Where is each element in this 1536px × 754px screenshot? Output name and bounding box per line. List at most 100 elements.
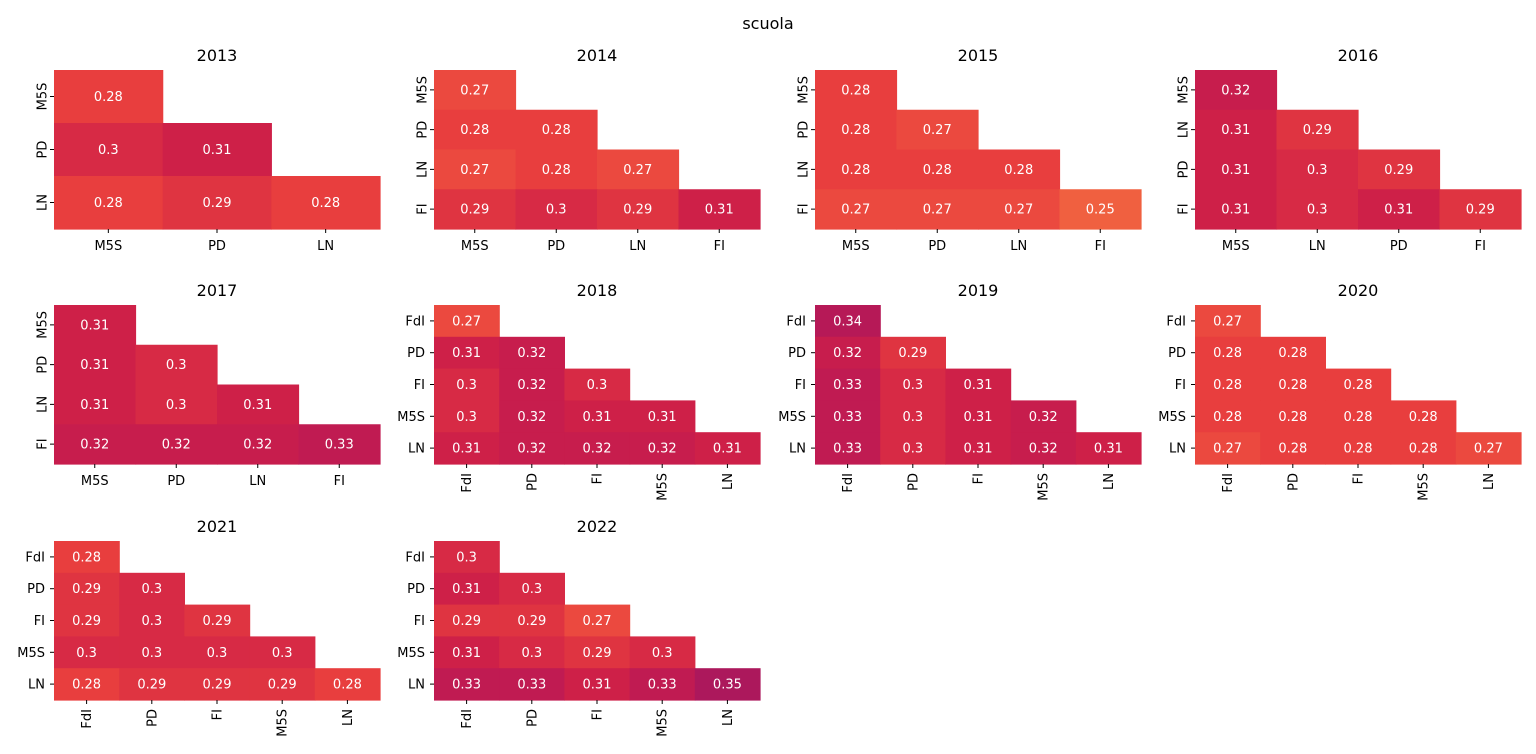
heatmap-cell bbox=[815, 400, 881, 433]
heatmap-cell bbox=[54, 668, 120, 701]
heatmap-cell bbox=[880, 336, 946, 370]
heatmap-panel-2016: 2016 0.32 0.31 0.29 0.31 0.3 0.29 0.31 0.3 0.31 0.… bbox=[1177, 46, 1522, 254]
heatmap-cell bbox=[815, 336, 881, 370]
heatmap-cell bbox=[434, 305, 500, 338]
cell-value-label: 0.31 bbox=[452, 646, 481, 661]
heatmap-panel-2015: 2015 0.28 0.28 0.27 0.28 0.28 0.28 0.27 0.27 0.27… bbox=[797, 46, 1142, 254]
cell-value-label: 0.3 bbox=[141, 614, 162, 629]
x-tick-label: FI bbox=[1352, 473, 1367, 484]
x-tick-label: LN bbox=[317, 239, 334, 254]
heatmap-cell bbox=[1260, 336, 1326, 370]
cell-value-label: 0.3 bbox=[456, 378, 477, 393]
heatmap-cell bbox=[815, 189, 898, 230]
cell-value-label: 0.33 bbox=[648, 678, 677, 693]
x-tick-label: LN bbox=[249, 474, 266, 489]
cell-value-label: 0.32 bbox=[517, 346, 546, 361]
cell-value-label: 0.33 bbox=[517, 678, 546, 693]
panel-title: 2014 bbox=[577, 46, 618, 65]
heatmap-cell bbox=[184, 668, 251, 701]
x-tick-label: PD bbox=[525, 473, 540, 491]
heatmap-cell bbox=[499, 668, 565, 701]
cell-value-label: 0.31 bbox=[1384, 203, 1413, 218]
y-tick-label: M5S bbox=[1177, 76, 1192, 104]
heatmap-cell bbox=[54, 70, 164, 124]
cell-value-label: 0.28 bbox=[94, 196, 123, 211]
y-tick-label: M5S bbox=[397, 410, 425, 425]
heatmap-panel-2013: 2013 0.28 0.3 0.31 0.28 0.29 0.28 M5S M5S PD PD LN L… bbox=[36, 46, 381, 254]
cell-value-label: 0.28 bbox=[333, 678, 362, 693]
heatmap-cell bbox=[499, 636, 565, 669]
y-tick-label: LN bbox=[789, 442, 806, 457]
y-tick-label: PD bbox=[797, 121, 812, 139]
x-tick-label: M5S bbox=[1222, 239, 1250, 254]
y-tick-label: PD bbox=[1177, 160, 1192, 178]
heatmap-cell bbox=[1195, 70, 1278, 111]
cell-value-label: 0.3 bbox=[207, 646, 228, 661]
cell-value-label: 0.31 bbox=[243, 398, 272, 413]
y-tick-label: FI bbox=[795, 378, 806, 393]
heatmap-cell bbox=[119, 668, 185, 701]
heatmap-panel-2017: 2017 0.31 0.31 0.3 0.31 0.3 0.31 0.32 0.32 0.32 0.… bbox=[36, 281, 381, 489]
heatmap-cell bbox=[434, 572, 500, 606]
cell-value-label: 0.27 bbox=[1004, 203, 1033, 218]
cell-value-label: 0.28 bbox=[1278, 346, 1307, 361]
x-tick-label: FI bbox=[1475, 239, 1486, 254]
heatmap-cell bbox=[184, 636, 251, 669]
cell-value-label: 0.33 bbox=[325, 438, 354, 453]
cell-value-label: 0.31 bbox=[452, 582, 481, 597]
heatmap-cell bbox=[249, 636, 316, 669]
x-tick-label: LN bbox=[1309, 239, 1326, 254]
y-tick-label: M5S bbox=[797, 76, 812, 104]
cell-value-label: 0.35 bbox=[713, 678, 742, 693]
cell-value-label: 0.3 bbox=[587, 378, 608, 393]
heatmap-panel-2022: 2022 0.3 0.31 0.3 0.29 0.29 0.27 0.31 0.3 0.29 0.3… bbox=[397, 517, 761, 737]
cell-value-label: 0.29 bbox=[203, 678, 232, 693]
heatmap-cell bbox=[184, 604, 251, 637]
heatmap-cell bbox=[135, 344, 218, 386]
heatmap-cell bbox=[1010, 400, 1077, 433]
y-tick-label: M5S bbox=[1158, 410, 1186, 425]
heatmap-cell bbox=[434, 109, 517, 151]
heatmap-cell bbox=[1260, 432, 1326, 465]
heatmap-panel-2020: 2020 0.27 0.28 0.28 0.28 0.28 0.28 0.28 0.28 0.28… bbox=[1158, 281, 1522, 501]
cell-value-label: 0.28 bbox=[841, 123, 870, 138]
cell-value-label: 0.28 bbox=[1409, 410, 1438, 425]
cell-value-label: 0.33 bbox=[833, 378, 862, 393]
cell-value-label: 0.3 bbox=[1307, 163, 1328, 178]
heatmap-cell bbox=[629, 668, 696, 701]
x-tick-label: FdI bbox=[460, 709, 475, 729]
cell-value-label: 0.32 bbox=[583, 442, 612, 457]
cell-value-label: 0.27 bbox=[1474, 442, 1503, 457]
y-tick-label: PD bbox=[36, 356, 51, 374]
heatmap-cell bbox=[1010, 432, 1077, 465]
x-tick-label: FI bbox=[591, 473, 606, 484]
cell-value-label: 0.29 bbox=[623, 203, 652, 218]
cell-value-label: 0.3 bbox=[76, 646, 97, 661]
heatmap-cell bbox=[499, 432, 565, 465]
heatmap-cell bbox=[434, 368, 500, 401]
cell-value-label: 0.29 bbox=[72, 582, 101, 597]
cell-value-label: 0.31 bbox=[713, 442, 742, 457]
heatmap-panel-2014: 2014 0.27 0.28 0.28 0.27 0.28 0.27 0.29 0.3 0.29 0… bbox=[416, 46, 761, 254]
y-tick-label: LN bbox=[1177, 121, 1192, 138]
panel-title: 2021 bbox=[197, 517, 238, 536]
cell-value-label: 0.31 bbox=[1094, 442, 1123, 457]
cell-value-label: 0.3 bbox=[902, 410, 923, 425]
cell-value-label: 0.31 bbox=[1221, 163, 1250, 178]
cell-value-label: 0.3 bbox=[456, 410, 477, 425]
panel-title: 2015 bbox=[958, 46, 999, 65]
cell-value-label: 0.27 bbox=[1213, 442, 1242, 457]
x-tick-label: M5S bbox=[81, 474, 109, 489]
panel-title: 2018 bbox=[577, 281, 618, 300]
cell-value-label: 0.29 bbox=[452, 614, 481, 629]
heatmap-cell bbox=[1390, 432, 1457, 465]
cell-value-label: 0.28 bbox=[841, 163, 870, 178]
heatmap-cell bbox=[515, 109, 598, 151]
heatmap-cell bbox=[1260, 368, 1326, 401]
heatmap-cell bbox=[564, 368, 631, 401]
heatmap-cell bbox=[1260, 400, 1326, 433]
heatmap-cell bbox=[1195, 305, 1261, 338]
heatmap-cell bbox=[1195, 189, 1278, 230]
y-tick-label: FI bbox=[414, 378, 425, 393]
cell-value-label: 0.29 bbox=[898, 346, 927, 361]
